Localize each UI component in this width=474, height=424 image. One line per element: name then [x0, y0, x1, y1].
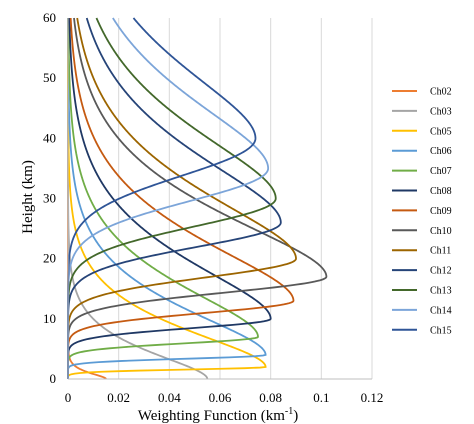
- vertical-gridlines: [118, 18, 373, 379]
- legend-label-ch15: Ch15: [430, 325, 452, 336]
- x-axis-label-main: Weighting Function (km: [138, 408, 285, 424]
- x-tick-label: 0.08: [259, 390, 282, 405]
- legend-label-ch12: Ch12: [430, 266, 452, 277]
- series-curves: [67, 17, 328, 380]
- y-axis-label: Height (km): [20, 160, 36, 234]
- legend-label-ch03: Ch03: [430, 106, 452, 117]
- legend-label-ch05: Ch05: [430, 126, 452, 137]
- x-tick-label: 0: [65, 390, 72, 405]
- legend-label-ch10: Ch10: [430, 226, 452, 237]
- y-tick-label: 50: [43, 70, 56, 85]
- x-tick-label: 0.02: [107, 390, 130, 405]
- legend-label-ch07: Ch07: [430, 166, 452, 177]
- y-tick-label: 10: [43, 311, 56, 326]
- legend-label-ch11: Ch11: [430, 246, 451, 257]
- y-tick-label: 20: [43, 251, 56, 266]
- legend-label-ch08: Ch08: [430, 186, 452, 197]
- series-line-ch10: [67, 17, 328, 379]
- x-tick-labels: 0 0.02 0.04 0.06 0.08 0.1 0.12: [65, 390, 384, 405]
- series-line-ch08: [67, 17, 272, 379]
- x-axis-label-close: ): [293, 408, 298, 424]
- x-tick-label: 0.1: [313, 390, 329, 405]
- series-line-ch07: [67, 17, 259, 379]
- axes: [67, 18, 372, 380]
- y-tick-label: 60: [43, 10, 56, 25]
- series-line-ch11: [67, 17, 297, 379]
- legend-label-ch14: Ch14: [430, 305, 452, 316]
- legend-label-ch13: Ch13: [430, 286, 452, 297]
- legend-label-ch06: Ch06: [430, 146, 452, 157]
- series-line-ch03: [67, 18, 209, 380]
- series-line-ch09: [67, 17, 295, 379]
- legend-label-ch02: Ch02: [430, 87, 452, 98]
- y-tick-label: 0: [50, 371, 57, 386]
- x-axis-label-sup: -1: [285, 406, 293, 417]
- y-tick-label: 30: [43, 191, 56, 206]
- y-tick-labels: 0 10 20 30 40 50 60: [43, 10, 56, 386]
- legend-label-ch09: Ch09: [430, 206, 452, 217]
- x-axis-label: Weighting Function (km-1): [138, 406, 298, 424]
- legend: Ch02 Ch03 Ch05 Ch06 Ch07 Ch08 Ch09 Ch10 Ch11 Ch12…: [392, 87, 452, 336]
- x-tick-label: 0.06: [209, 390, 232, 405]
- x-tick-label: 0.12: [361, 390, 384, 405]
- y-tick-label: 40: [43, 130, 56, 145]
- x-tick-label: 0.04: [158, 390, 181, 405]
